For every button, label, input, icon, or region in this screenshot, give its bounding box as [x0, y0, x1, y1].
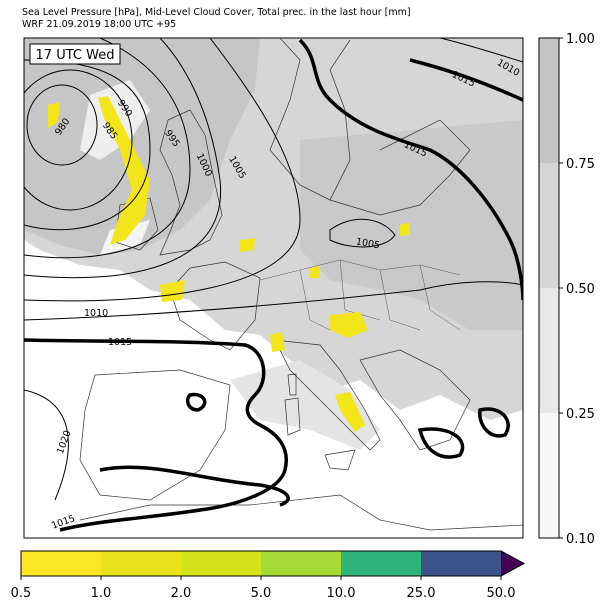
- isobar-1015-north: [298, 38, 523, 301]
- title-line-1: Sea Level Pressure [hPa], Mid-Level Clou…: [22, 7, 411, 18]
- isobar-label-1015-main: 1015: [108, 337, 132, 348]
- isobar-1015-greece: [478, 407, 510, 438]
- precip-bin-4: [341, 551, 421, 576]
- isobar-980: [26, 84, 98, 166]
- cloud-tick-1: 0.25: [566, 407, 595, 422]
- precip-colorbar: 0.5 1.0 2.0 5.0 10.0 25.0 50.0: [11, 550, 526, 601]
- isobar-1020: [24, 389, 69, 501]
- precip-tick-0: 0.5: [11, 586, 32, 601]
- cloud-colorbar-ticks: [559, 37, 563, 539]
- isobar-1000: [24, 38, 222, 279]
- isobar-1015-iberia: [185, 392, 207, 412]
- british-isles-coast: [159, 109, 223, 256]
- cloud-bin-0: [539, 413, 559, 538]
- isobar-1015-ne: [409, 58, 523, 102]
- isobar-1005: [24, 38, 301, 302]
- precip-band-atlantic: [98, 96, 150, 245]
- cloud-bin-2: [539, 163, 559, 288]
- isobar-1010-ne: [439, 38, 523, 63]
- country-borders: [259, 259, 461, 331]
- isobars-1015: [24, 38, 523, 532]
- cloud-bin-3: [539, 38, 559, 163]
- cloud-cover-east: [300, 120, 523, 330]
- cloud-cover-mediterranean: [230, 360, 380, 450]
- precip-colorbar-ticks: [20, 576, 502, 580]
- isobar-1015-main: [24, 338, 288, 532]
- north-africa-coast: [79, 494, 523, 531]
- precip-extend-arrow: [501, 551, 524, 576]
- precip-patch-1: [48, 102, 60, 128]
- precip-tick-6: 50.0: [487, 586, 516, 601]
- isobar-label-1005-east: 1005: [355, 236, 381, 251]
- isobars: [24, 38, 523, 501]
- precip-bin-5: [421, 551, 501, 576]
- precip-tick-5: 25.0: [407, 586, 436, 601]
- precip-patch-6: [400, 222, 410, 236]
- time-label-box: 17 UTC Wed: [29, 43, 121, 65]
- map-frame: [23, 37, 524, 539]
- cloud-tick-2: 0.50: [566, 282, 595, 297]
- chart-title: Sea Level Pressure [hPa], Mid-Level Clou…: [22, 7, 411, 31]
- isobar-990: [24, 59, 151, 231]
- baltic-coast: [329, 119, 471, 216]
- sardinia-coast: [284, 397, 301, 436]
- precip-tick-2: 2.0: [171, 586, 192, 601]
- precip-tick-4: 10.0: [327, 586, 356, 601]
- precip-colorbar-frame: [20, 550, 526, 577]
- isobar-995: [24, 38, 191, 259]
- isobar-1015-africa: [99, 465, 290, 507]
- isobar-1005-east: [329, 218, 396, 248]
- sicily-coast: [324, 449, 356, 471]
- map-panel: 980 985 990 995 1000 1005 1005 1010 1010…: [24, 38, 523, 538]
- precip-patch-7: [240, 238, 255, 252]
- precip-patch-5: [270, 332, 285, 352]
- corsica-coast: [287, 373, 297, 396]
- iberia-coast: [79, 369, 231, 501]
- precip-bin-2: [181, 551, 261, 576]
- time-label: 17 UTC Wed: [36, 48, 115, 63]
- cloud-cover-dense-west: [24, 38, 260, 255]
- precip-bin-1: [101, 551, 181, 576]
- precip-patch-3: [330, 312, 368, 338]
- precip-patch-2: [160, 280, 185, 302]
- cloud-tick-3: 0.75: [566, 157, 595, 172]
- precip-tick-3: 5.0: [251, 586, 272, 601]
- precip-patch-8: [310, 266, 320, 278]
- isobar-label-1010: 1010: [84, 308, 108, 319]
- isobar-1010: [24, 281, 523, 321]
- cloud-tick-0: 0.10: [566, 532, 595, 547]
- precipitation-layer: [48, 96, 410, 432]
- isobar-985: [24, 69, 133, 211]
- cloud-colorbar: 0.10 0.25 0.50 0.75 1.00: [538, 32, 595, 547]
- precip-patch-4: [335, 392, 365, 432]
- isobar-1015-balkans: [417, 427, 465, 459]
- italy-coast: [274, 339, 381, 451]
- cloud-tick-4: 1.00: [566, 32, 595, 47]
- scandinavia-coast: [269, 38, 351, 201]
- balkans-coast: [359, 349, 471, 451]
- title-line-2: WRF 21.09.2019 18:00 UTC +95: [22, 19, 177, 30]
- cloud-bin-1: [539, 288, 559, 413]
- precip-bin-0: [21, 551, 101, 576]
- precip-tick-1: 1.0: [91, 586, 112, 601]
- precip-bin-3: [261, 551, 341, 576]
